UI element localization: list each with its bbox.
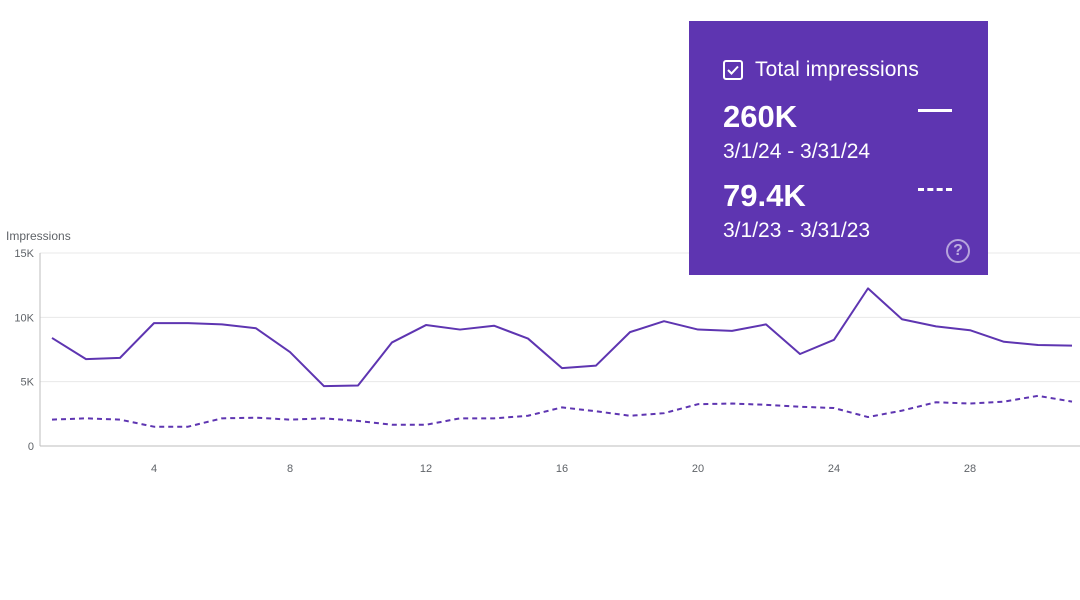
- dashed-line-icon: [918, 188, 952, 191]
- solid-line-icon: [918, 109, 952, 112]
- current-period-range: 3/1/24 - 3/31/24: [723, 140, 871, 163]
- x-tick-label: 8: [287, 463, 293, 475]
- series-lines: [51, 287, 1073, 428]
- series-line-current-period: [51, 287, 1073, 388]
- y-tick-label: 10K: [14, 312, 34, 324]
- metric-legend-card[interactable]: Total impressions 260K 3/1/24 - 3/31/24 …: [689, 21, 988, 275]
- help-icon[interactable]: ?: [946, 239, 970, 263]
- current-period-value: 260K: [723, 99, 798, 134]
- previous-period-range: 3/1/23 - 3/31/23: [723, 219, 871, 242]
- y-tick-label: 0: [28, 441, 34, 453]
- grid-lines: [40, 252, 1080, 447]
- current-period: 260K 3/1/24 - 3/31/24: [723, 99, 870, 165]
- metric-toggle[interactable]: Total impressions: [723, 57, 919, 83]
- checkbox-checked-icon[interactable]: [723, 60, 743, 80]
- x-tick-label: 4: [151, 463, 157, 475]
- y-axis-title: Impressions: [6, 229, 71, 243]
- metric-label: Total impressions: [755, 58, 919, 81]
- x-tick-label: 24: [828, 463, 840, 475]
- previous-period: 79.4K 3/1/23 - 3/31/23: [723, 178, 870, 244]
- x-tick-label: 28: [964, 463, 976, 475]
- y-axis: 0 5K 10K 15K: [14, 248, 41, 453]
- y-tick-label: 5K: [21, 377, 35, 389]
- y-tick-label: 15K: [14, 248, 34, 260]
- x-tick-label: 12: [420, 463, 432, 475]
- x-axis: 4 8 12 16 20 24 28: [151, 463, 976, 475]
- x-tick-label: 16: [556, 463, 568, 475]
- series-line-previous-period: [51, 394, 1073, 428]
- previous-period-value: 79.4K: [723, 178, 806, 213]
- checkmark-icon: [727, 65, 739, 75]
- x-tick-label: 20: [692, 463, 704, 475]
